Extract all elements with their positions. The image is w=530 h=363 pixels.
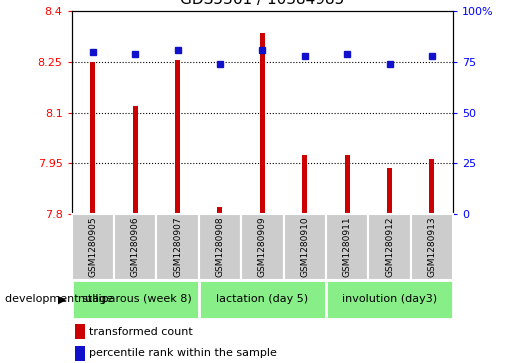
Title: GDS5361 / 10384985: GDS5361 / 10384985 — [180, 0, 344, 7]
Text: ▶: ▶ — [58, 294, 66, 305]
Text: GSM1280913: GSM1280913 — [428, 216, 436, 277]
Text: GSM1280906: GSM1280906 — [131, 216, 139, 277]
Text: lactation (day 5): lactation (day 5) — [216, 294, 308, 305]
Text: GSM1280912: GSM1280912 — [385, 217, 394, 277]
Text: GSM1280910: GSM1280910 — [301, 216, 309, 277]
Text: GSM1280907: GSM1280907 — [173, 216, 182, 277]
Bar — [75, 346, 85, 361]
Bar — [344, 155, 350, 214]
Bar — [284, 214, 326, 280]
Text: GSM1280909: GSM1280909 — [258, 216, 267, 277]
Text: involution (day3): involution (day3) — [342, 294, 437, 305]
Bar — [411, 214, 453, 280]
Bar — [302, 155, 307, 214]
Bar — [199, 214, 241, 280]
Bar — [326, 280, 453, 319]
Bar — [156, 214, 199, 280]
Text: GSM1280908: GSM1280908 — [216, 216, 224, 277]
Bar — [241, 214, 284, 280]
Text: percentile rank within the sample: percentile rank within the sample — [89, 348, 277, 358]
Bar — [75, 324, 85, 339]
Bar — [90, 62, 95, 214]
Bar — [217, 207, 223, 214]
Bar — [114, 214, 156, 280]
Bar — [326, 214, 368, 280]
Text: transformed count: transformed count — [89, 327, 192, 337]
Text: nulliparous (week 8): nulliparous (week 8) — [78, 294, 192, 305]
Bar — [429, 159, 435, 214]
Bar — [175, 60, 180, 214]
Bar — [72, 214, 114, 280]
Bar — [260, 33, 265, 214]
Bar — [72, 280, 199, 319]
Text: GSM1280905: GSM1280905 — [89, 216, 97, 277]
Bar — [199, 280, 326, 319]
Bar — [387, 168, 392, 214]
Bar — [368, 214, 411, 280]
Bar — [132, 106, 138, 214]
Text: GSM1280911: GSM1280911 — [343, 216, 351, 277]
Text: development stage: development stage — [5, 294, 113, 305]
